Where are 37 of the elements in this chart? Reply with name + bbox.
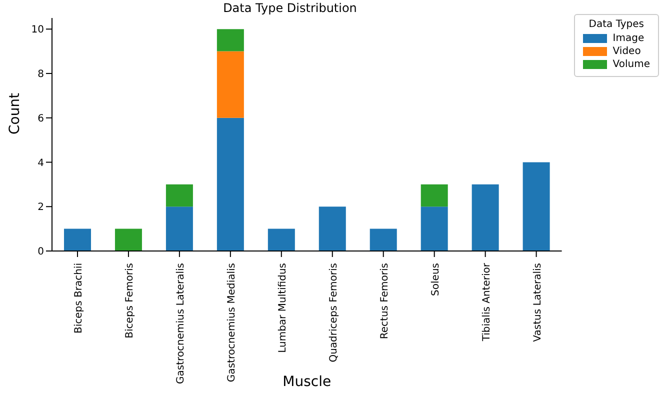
legend-title: Data Types bbox=[588, 19, 646, 30]
x-axis-title: Muscle bbox=[282, 374, 332, 390]
bar bbox=[216, 118, 244, 251]
x-tick-label: Biceps Brachii bbox=[73, 263, 84, 334]
bar bbox=[216, 51, 244, 118]
x-tick-label: Quadriceps Femoris bbox=[328, 263, 340, 362]
bar bbox=[166, 206, 193, 251]
bar bbox=[370, 228, 397, 251]
bar bbox=[420, 184, 448, 207]
bar bbox=[64, 228, 91, 251]
legend-label: Image bbox=[612, 33, 644, 44]
legend-label: Video bbox=[612, 46, 641, 57]
x-tick-label: Rectus Femoris bbox=[379, 263, 390, 340]
y-tick-label: 8 bbox=[38, 69, 44, 80]
bar bbox=[114, 228, 142, 251]
y-tick-label: 6 bbox=[38, 113, 44, 124]
y-tick-label: 4 bbox=[38, 158, 44, 169]
y-tick-label: 2 bbox=[38, 202, 44, 214]
bar bbox=[420, 206, 448, 251]
x-tick-label: Soleus bbox=[430, 263, 442, 296]
bar bbox=[268, 228, 295, 251]
bar bbox=[166, 184, 193, 207]
x-tick-label: Gastrocnemius Lateralis bbox=[175, 263, 186, 384]
x-tick-label: Lumbar Multifidus bbox=[277, 263, 288, 353]
bar bbox=[522, 162, 550, 251]
x-tick-label: Gastrocnemius Medialis bbox=[226, 263, 238, 382]
y-axis-title: Count bbox=[6, 92, 23, 134]
legend-label: Volume bbox=[612, 59, 650, 70]
bar bbox=[216, 29, 244, 52]
y-tick-label: 0 bbox=[38, 246, 44, 258]
x-tick-label: Vastus Lateralis bbox=[532, 263, 544, 342]
y-tick-label: 10 bbox=[31, 24, 44, 36]
bar bbox=[472, 184, 499, 251]
x-tick-label: Tibialis Anterior bbox=[481, 262, 492, 342]
bar bbox=[318, 206, 346, 251]
x-tick-label: Biceps Femoris bbox=[124, 263, 136, 338]
chart-title: Data Type Distribution bbox=[222, 1, 358, 15]
